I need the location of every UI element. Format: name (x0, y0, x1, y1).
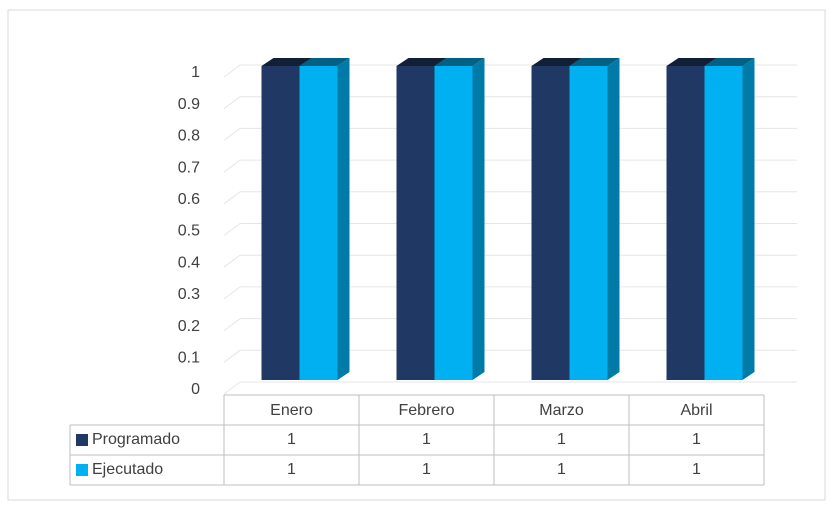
y-tick-label: 1 (191, 64, 200, 81)
bar (261, 66, 300, 380)
x-tick-label: Febrero (398, 402, 454, 419)
y-tick-label: 0.8 (178, 128, 200, 145)
y-tick-label: 0.7 (178, 159, 200, 176)
table-value: 1 (287, 431, 296, 448)
y-tick-label: 0.4 (178, 254, 200, 271)
grid-depth (223, 254, 241, 268)
table-value: 1 (692, 431, 701, 448)
table-value: 1 (557, 431, 566, 448)
y-tick-label: 0.5 (178, 223, 200, 240)
bar-top (261, 58, 312, 66)
grid-depth (223, 127, 241, 141)
legend-label: Ejecutado (92, 461, 163, 478)
legend-swatch (76, 434, 88, 446)
bar-side (337, 58, 350, 380)
bar-top (569, 58, 620, 66)
y-tick-label: 0.9 (178, 96, 200, 113)
bar-top (531, 58, 582, 66)
grid-depth (223, 191, 241, 205)
bar-top (666, 58, 717, 66)
grid-depth (223, 223, 241, 236)
bar-top (434, 58, 485, 66)
table-value: 1 (422, 461, 431, 478)
y-tick-label: 0.3 (178, 286, 200, 303)
table-value: 1 (287, 461, 296, 478)
y-tick-label: 0 (191, 381, 200, 398)
bar (666, 66, 705, 380)
bar (396, 66, 435, 380)
bar-side (607, 58, 620, 380)
bar (299, 66, 338, 380)
x-tick-label: Enero (270, 402, 313, 419)
grid-depth (223, 64, 241, 78)
bar (704, 66, 743, 380)
table-value: 1 (692, 461, 701, 478)
bar (569, 66, 608, 380)
y-tick-label: 0.1 (178, 350, 200, 367)
bar-side (472, 58, 485, 380)
bar (531, 66, 570, 380)
legend-swatch (76, 464, 88, 476)
bar-side (742, 58, 755, 380)
bar (434, 66, 473, 380)
legend-label: Programado (92, 431, 180, 448)
bar-top (396, 58, 447, 66)
grid-depth (223, 96, 241, 110)
table-value: 1 (557, 461, 566, 478)
bar-top (299, 58, 350, 66)
x-tick-label: Abril (680, 402, 712, 419)
y-tick-label: 0.2 (178, 318, 200, 335)
x-tick-label: Marzo (539, 402, 584, 419)
grid-depth (223, 159, 241, 173)
grid-depth (223, 318, 241, 332)
table-value: 1 (422, 431, 431, 448)
grid-depth (223, 381, 241, 395)
grid-depth (223, 286, 241, 300)
y-tick-label: 0.6 (178, 191, 200, 208)
grid-depth (223, 349, 241, 363)
bar-top (704, 58, 755, 66)
